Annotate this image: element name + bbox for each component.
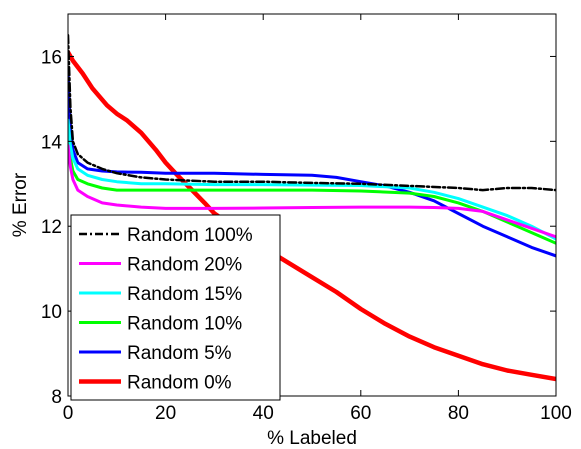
series-line-random-100 xyxy=(68,33,556,192)
x-axis-label: % Labeled xyxy=(267,428,357,449)
plot-frame xyxy=(67,13,557,397)
series-line-random-15 xyxy=(68,118,556,241)
series-layer xyxy=(68,33,556,382)
x-tick-label: 100 xyxy=(540,403,572,424)
legend-label: Random 0% xyxy=(127,373,232,394)
y-tick-label: 8 xyxy=(51,387,62,408)
x-tick-label: 40 xyxy=(253,403,274,424)
legend-box xyxy=(70,214,281,401)
legend-label: Random 10% xyxy=(127,314,242,335)
y-tick-label: 16 xyxy=(41,47,62,68)
x-tick-label: 60 xyxy=(350,403,371,424)
y-tick-label: 14 xyxy=(41,132,63,153)
x-tick-label: 20 xyxy=(155,403,176,424)
legend-label: Random 100% xyxy=(127,225,253,246)
legend-label: Random 20% xyxy=(127,255,242,276)
legend: Random 100% Random 20% Random 15% Random 10… xyxy=(70,214,281,401)
y-axis-label: % Error xyxy=(10,172,31,237)
x-tick-label: 0 xyxy=(63,403,74,424)
x-tick-label: 80 xyxy=(448,403,469,424)
legend-label: Random 15% xyxy=(127,284,242,305)
legend-label: Random 5% xyxy=(127,343,232,364)
y-tick-label: 10 xyxy=(41,302,62,323)
x-axis-ticks: 0 20 40 60 80 100 xyxy=(63,14,572,424)
y-tick-label: 12 xyxy=(41,217,62,238)
series-line-random-20 xyxy=(68,144,556,239)
y-axis-ticks: 8 10 12 14 16 xyxy=(41,47,556,408)
series-line-random-5 xyxy=(68,71,556,258)
